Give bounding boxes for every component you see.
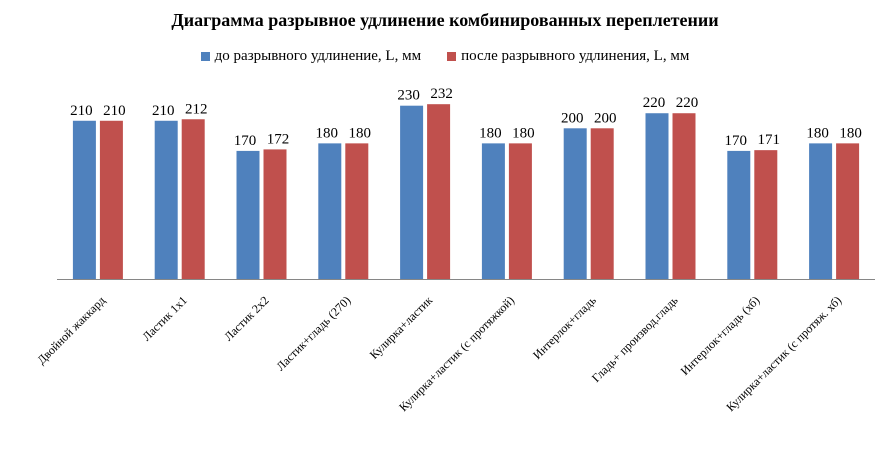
bar-before-1 <box>154 120 178 279</box>
data-label-after-5: 180 <box>512 125 535 141</box>
data-label-before-4: 230 <box>397 88 420 104</box>
data-label-before-5: 180 <box>479 125 502 141</box>
bar-after-5 <box>508 143 532 279</box>
bar-after-2 <box>263 149 287 279</box>
category-label-2: Ластик 2х2 <box>221 293 271 343</box>
data-label-after-0: 210 <box>103 103 126 119</box>
data-label-after-2: 172 <box>267 131 290 147</box>
category-label-7: Гладь+ производ.гладь <box>589 293 681 385</box>
data-label-after-3: 180 <box>349 125 372 141</box>
bar-before-9 <box>809 143 833 279</box>
bar-before-2 <box>236 150 260 279</box>
bar-after-9 <box>836 143 860 279</box>
legend-swatch-after <box>447 52 457 61</box>
legend-label-after: после разрывного удлинения, L, мм <box>461 48 690 64</box>
bar-after-4 <box>427 104 451 279</box>
data-label-after-1: 212 <box>185 101 208 117</box>
bar-before-8 <box>727 150 751 279</box>
legend-swatch-before <box>200 52 210 61</box>
bar-before-6 <box>563 128 587 279</box>
data-label-after-7: 220 <box>676 95 699 111</box>
data-label-before-7: 220 <box>643 95 666 111</box>
data-label-after-8: 171 <box>758 132 781 148</box>
chart-title: Диаграмма разрывное удлинение комбиниров… <box>171 10 719 30</box>
legend: до разрывного удлинение, L, мм после раз… <box>0 48 890 65</box>
bar-before-4 <box>400 105 424 279</box>
data-label-before-8: 170 <box>725 133 748 149</box>
category-label-3: Ластик+гладь (270) <box>273 293 353 373</box>
category-label-8: Интерлок+гладь (хб) <box>678 293 763 378</box>
data-label-after-4: 232 <box>430 86 453 102</box>
data-label-after-9: 180 <box>839 125 862 141</box>
legend-label-before: до разрывного удлинение, L, мм <box>214 48 422 64</box>
bar-before-5 <box>481 143 505 279</box>
data-label-before-2: 170 <box>234 133 257 149</box>
bar-after-0 <box>99 120 123 279</box>
bar-before-0 <box>72 120 96 279</box>
bar-after-1 <box>181 119 205 280</box>
category-label-1: Ластик 1х1 <box>139 293 189 343</box>
data-label-before-3: 180 <box>316 125 339 141</box>
data-label-before-0: 210 <box>70 103 93 119</box>
category-label-0: Двойной жаккард <box>34 293 108 367</box>
data-label-after-6: 200 <box>594 110 617 126</box>
category-label-4: Кулирка+ластик <box>367 293 436 362</box>
bar-after-6 <box>590 128 614 279</box>
data-label-before-6: 200 <box>561 110 584 126</box>
legend-item-after: после разрывного удлинения, L, мм <box>447 48 689 65</box>
bar-after-3 <box>345 143 369 279</box>
bar-after-8 <box>754 150 778 279</box>
bar-before-7 <box>645 113 669 279</box>
bar-before-3 <box>318 143 342 279</box>
bar-after-7 <box>672 113 696 279</box>
data-label-before-1: 210 <box>152 103 175 119</box>
legend-item-before: до разрывного удлинение, L, мм <box>200 48 422 65</box>
data-label-before-9: 180 <box>806 125 829 141</box>
category-label-6: Интерлок+гладь <box>530 293 599 362</box>
